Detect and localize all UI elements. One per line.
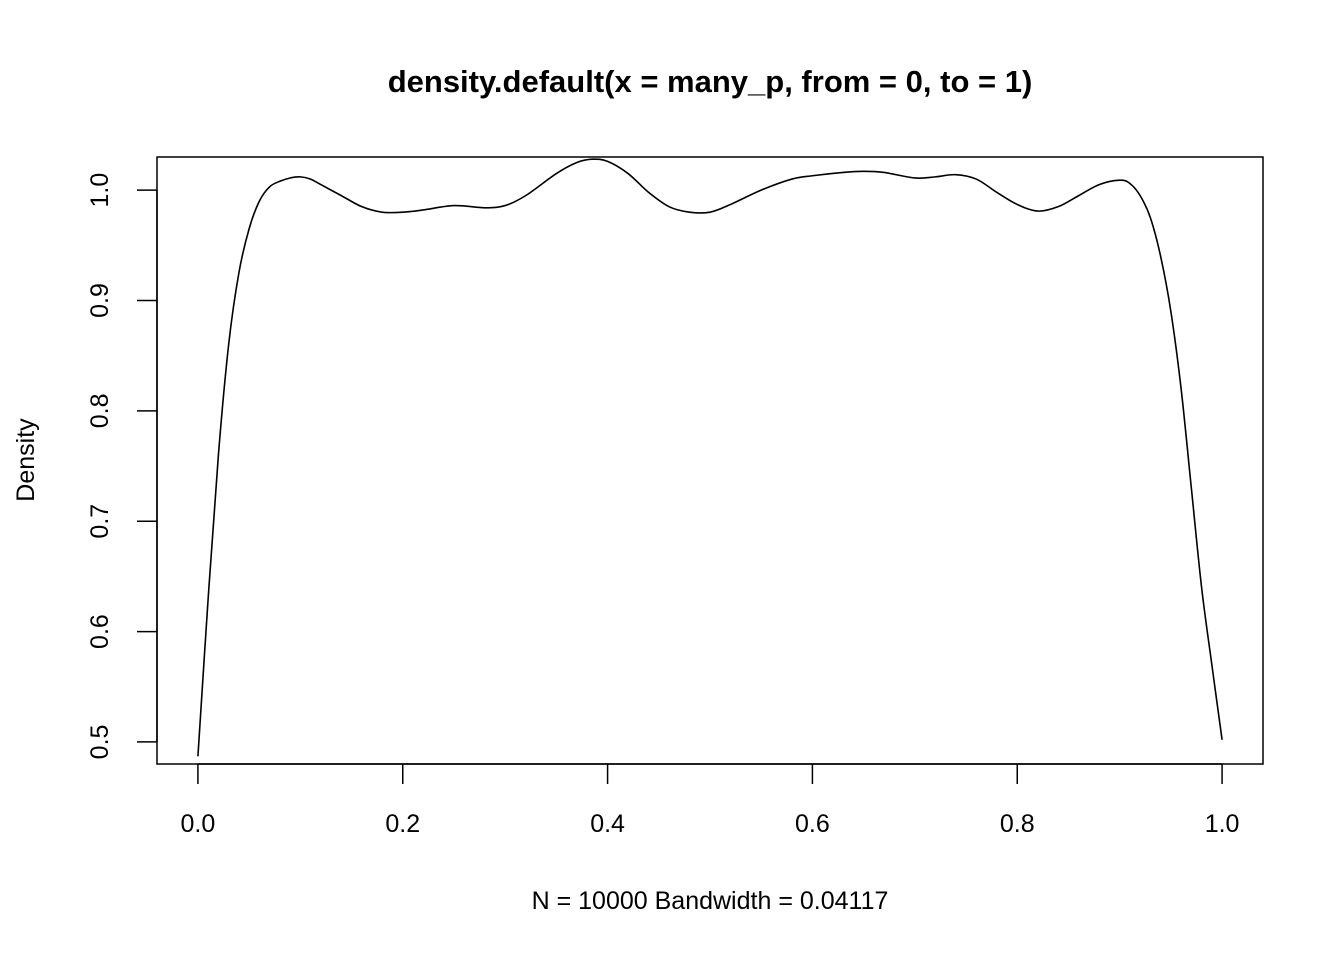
y-tick-label: 0.5 (86, 725, 114, 760)
y-tick-label: 0.9 (86, 283, 114, 318)
y-tick-label: 0.6 (86, 614, 114, 649)
x-axis-label: N = 10000 Bandwidth = 0.04117 (532, 887, 889, 915)
x-tick-label: 1.0 (1205, 810, 1240, 838)
y-axis-label: Density (12, 418, 40, 502)
x-tick-label: 0.0 (181, 810, 216, 838)
y-tick-label: 0.7 (86, 504, 114, 539)
plot-frame (156, 156, 1264, 765)
density-curve (197, 158, 1223, 757)
x-tick-label: 0.6 (795, 810, 830, 838)
y-tick-label: 1.0 (86, 173, 114, 208)
x-tick-label: 0.2 (385, 810, 420, 838)
x-tick-label: 0.8 (1000, 810, 1035, 838)
x-tick-label: 0.4 (590, 810, 625, 838)
x-axis: 0.0 0.2 0.4 0.6 0.8 1.0 (181, 763, 1240, 838)
chart-title: density.default(x = many_p, from = 0, to… (388, 64, 1033, 99)
y-tick-label: 0.8 (86, 393, 114, 428)
y-axis: 0.5 0.6 0.7 0.8 0.9 1.0 (86, 173, 158, 760)
